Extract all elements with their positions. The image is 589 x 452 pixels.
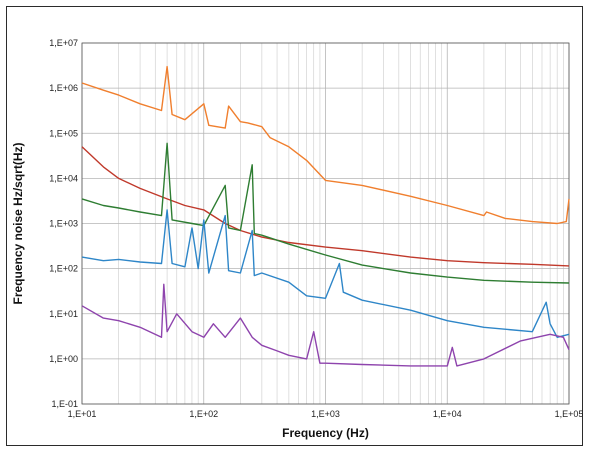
y-axis-tick-labels: 1,E-01 1,E+00 1,E+01 1,E+02 1,E+03 1,E+04 1,E+… — [49, 38, 78, 409]
y-tick-label: 1,E+07 — [49, 38, 78, 48]
series-layer — [81, 65, 570, 367]
x-axis-tick-labels: 1,E+01 1,E+02 1,E+03 1,E+04 1,E+05 — [68, 409, 584, 419]
x-tick-label: 1,E+02 — [189, 409, 218, 419]
series-line-3 — [81, 142, 570, 284]
y-tick-label: 1,E+05 — [49, 128, 78, 138]
y-tick-label: 1,E-01 — [51, 399, 78, 409]
series-line-1 — [81, 65, 570, 225]
grid-lines — [81, 42, 570, 405]
y-tick-label: 1,E+06 — [49, 83, 78, 93]
y-tick-label: 1,E+04 — [49, 173, 78, 183]
series-line-5 — [81, 283, 570, 367]
x-tick-label: 1,E+05 — [555, 409, 584, 419]
x-tick-label: 1,E+04 — [433, 409, 462, 419]
chart-frame — [6, 6, 583, 446]
plot-area-border — [81, 42, 570, 405]
x-tick-label: 1,E+01 — [68, 409, 97, 419]
y-tick-label: 1,E+01 — [49, 309, 78, 319]
series-line-4 — [81, 209, 570, 338]
x-tick-label: 1,E+03 — [311, 409, 340, 419]
y-tick-label: 1,E+00 — [49, 354, 78, 364]
y-axis-title: Frequency noise Hz/sqrt(Hz) — [11, 142, 25, 304]
y-tick-label: 1,E+02 — [49, 264, 78, 274]
y-tick-label: 1,E+03 — [49, 219, 78, 229]
x-axis-title: Frequency (Hz) — [282, 426, 369, 440]
